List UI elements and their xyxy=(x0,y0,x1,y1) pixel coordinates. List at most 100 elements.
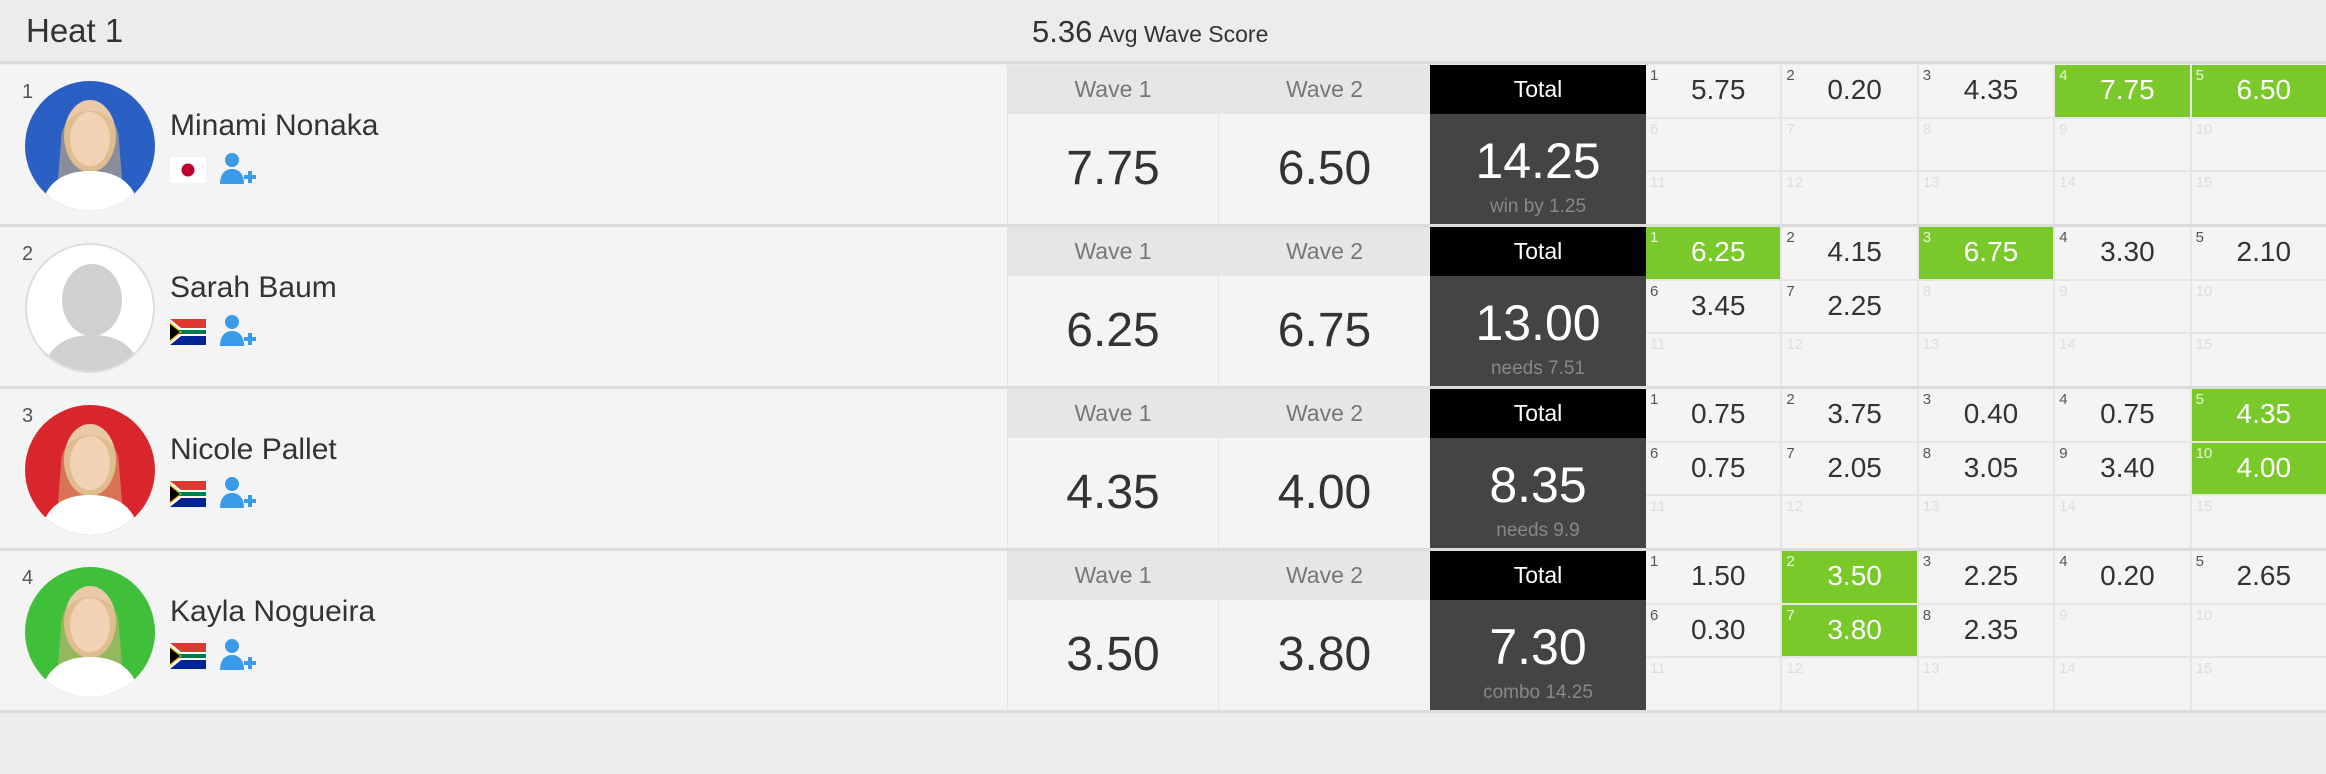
wave-number: 7 xyxy=(1786,120,1795,138)
athlete-row: 2 Sarah Baum Wave 1 6.25 Wave 2 6.75 Total… xyxy=(0,227,2326,389)
add-user-icon[interactable] xyxy=(218,151,258,185)
wave2-column: Wave 2 4.00 xyxy=(1218,389,1430,548)
wave-cell: 12 xyxy=(1782,172,1917,224)
wave-cell[interactable]: 2 0.20 xyxy=(1782,65,1917,117)
total-label: Total xyxy=(1430,551,1646,600)
total-column: Total 14.25 win by 1.25 xyxy=(1430,65,1646,224)
wave-cell[interactable]: 8 3.05 xyxy=(1918,442,2054,495)
wave-number: 3 xyxy=(1922,67,1932,84)
wave-number: 6 xyxy=(1650,282,1659,300)
wave-value: 3.45 xyxy=(1690,289,1746,321)
rank: 1 xyxy=(22,81,34,103)
wave-cell[interactable]: 3 0.40 xyxy=(1918,389,2054,441)
wave-cell: 13 xyxy=(1918,334,2054,386)
athlete-name[interactable]: Nicole Pallet xyxy=(170,433,337,466)
wave-number: 2 xyxy=(1786,553,1795,570)
wave-number: 1 xyxy=(1650,229,1659,246)
wave-cell: 15 xyxy=(2191,496,2326,548)
wave-grid: 1 0.75 2 3.75 3 0.40 4 0.75 5 4.35 6 0.75 7 2.05 8 3.05… xyxy=(1646,389,2326,548)
wave-cell[interactable]: 4 0.75 xyxy=(2055,389,2190,441)
add-user-icon[interactable] xyxy=(218,637,258,671)
wave-cell[interactable]: 1 6.25 xyxy=(1646,227,1781,279)
wave-cell: 9 xyxy=(2055,280,2190,333)
wave-cell[interactable]: 2 4.15 xyxy=(1782,227,1917,279)
athlete-row: 4 Kayla Nogueira Wave 1 3.50 Wave 2 3.80 T… xyxy=(0,551,2326,713)
total-column: Total 8.35 needs 9.9 xyxy=(1430,389,1646,548)
wave-cell[interactable]: 7 3.80 xyxy=(1782,604,1917,657)
wave-cell[interactable]: 1 5.75 xyxy=(1646,65,1781,117)
avg-wave-score: 5.36 Avg Wave Score xyxy=(1032,14,1268,50)
wave-cell[interactable]: 8 2.35 xyxy=(1918,604,2054,657)
wave-number: 8 xyxy=(1922,120,1932,138)
wave2-column: Wave 2 3.80 xyxy=(1218,551,1430,710)
wave-cell[interactable]: 4 0.20 xyxy=(2055,551,2190,603)
heat-title: Heat 1 xyxy=(26,12,124,49)
wave-cell[interactable]: 6 0.75 xyxy=(1646,442,1781,495)
wave2-column: Wave 2 6.75 xyxy=(1218,227,1430,386)
wave1-label: Wave 1 xyxy=(1008,389,1218,438)
wave-number: 10 xyxy=(2195,120,2213,138)
wave-cell[interactable]: 7 2.25 xyxy=(1782,280,1917,333)
wave-cell: 11 xyxy=(1646,658,1781,710)
wave-value: 3.30 xyxy=(2100,236,2155,267)
avatar[interactable] xyxy=(25,567,155,697)
wave-number: 5 xyxy=(2195,67,2204,84)
wave-cell: 14 xyxy=(2055,172,2190,224)
wave-cell[interactable]: 4 7.75 xyxy=(2055,65,2190,117)
wave-number: 12 xyxy=(1786,498,1804,516)
wave-number: 11 xyxy=(1650,498,1666,516)
wave-number: 10 xyxy=(2195,282,2213,300)
wave-cell[interactable]: 5 4.35 xyxy=(2191,389,2326,441)
athlete-name[interactable]: Minami Nonaka xyxy=(170,109,379,142)
wave-cell[interactable]: 6 0.30 xyxy=(1646,604,1781,657)
add-user-icon[interactable] xyxy=(218,475,258,509)
wave-value: 3.40 xyxy=(2100,451,2155,483)
avg-label: Avg Wave Score xyxy=(1098,21,1269,47)
wave-cell: 12 xyxy=(1782,658,1917,710)
total-label: Total xyxy=(1430,65,1646,114)
wave-cell[interactable]: 4 3.30 xyxy=(2055,227,2190,279)
total-column: Total 7.30 combo 14.25 xyxy=(1430,551,1646,710)
wave-cell[interactable]: 1 0.75 xyxy=(1646,389,1781,441)
wave2-score: 6.50 xyxy=(1277,142,1372,195)
wave-cell[interactable]: 3 6.75 xyxy=(1918,227,2054,279)
wave-number: 9 xyxy=(2059,606,2068,624)
wave-number: 2 xyxy=(1786,391,1795,408)
heat-header: Heat 1 5.36 Avg Wave Score xyxy=(0,0,2326,64)
wave-cell: 12 xyxy=(1782,334,1917,386)
wave-cell[interactable]: 7 2.05 xyxy=(1782,442,1917,495)
wave-cell: 9 xyxy=(2055,118,2190,171)
wave-cell[interactable]: 6 3.45 xyxy=(1646,280,1781,333)
wave-number: 13 xyxy=(1922,660,1940,678)
wave-number: 6 xyxy=(1650,444,1659,462)
wave-number: 3 xyxy=(1922,391,1932,408)
wave-cell[interactable]: 5 2.10 xyxy=(2191,227,2326,279)
wave-cell: 15 xyxy=(2191,658,2326,710)
wave-value: 1.50 xyxy=(1690,560,1746,591)
wave-value: 3.80 xyxy=(1827,613,1882,645)
add-user-icon[interactable] xyxy=(218,313,258,347)
wave-number: 4 xyxy=(2059,391,2068,408)
wave-grid: 1 6.25 2 4.15 3 6.75 4 3.30 5 2.10 6 3.45 7 2.25 8 9 10 1… xyxy=(1646,227,2326,386)
wave-cell[interactable]: 2 3.75 xyxy=(1782,389,1917,441)
wave-cell[interactable]: 5 2.65 xyxy=(2191,551,2326,603)
athlete-name[interactable]: Sarah Baum xyxy=(170,271,337,304)
wave-value: 0.40 xyxy=(1963,398,2019,429)
wave-value: 0.75 xyxy=(2100,398,2155,429)
wave-cell[interactable]: 10 4.00 xyxy=(2191,442,2326,495)
wave-cell[interactable]: 9 3.40 xyxy=(2055,442,2190,495)
wave2-score: 4.00 xyxy=(1277,466,1372,519)
wave-cell[interactable]: 1 1.50 xyxy=(1646,551,1781,603)
wave-cell: 13 xyxy=(1918,172,2054,224)
wave-cell[interactable]: 3 2.25 xyxy=(1918,551,2054,603)
avatar[interactable] xyxy=(25,405,155,535)
wave-cell[interactable]: 5 6.50 xyxy=(2191,65,2326,117)
wave-value: 0.75 xyxy=(1690,398,1746,429)
avatar[interactable] xyxy=(25,243,155,373)
avatar[interactable] xyxy=(25,81,155,211)
wave-cell[interactable]: 3 4.35 xyxy=(1918,65,2054,117)
athlete-row: 1 Minami Nonaka Wave 1 7.75 Wave 2 6.50 To… xyxy=(0,65,2326,227)
athlete-name[interactable]: Kayla Nogueira xyxy=(170,595,376,628)
wave-cell[interactable]: 2 3.50 xyxy=(1782,551,1917,603)
wave-number: 2 xyxy=(1786,229,1795,246)
